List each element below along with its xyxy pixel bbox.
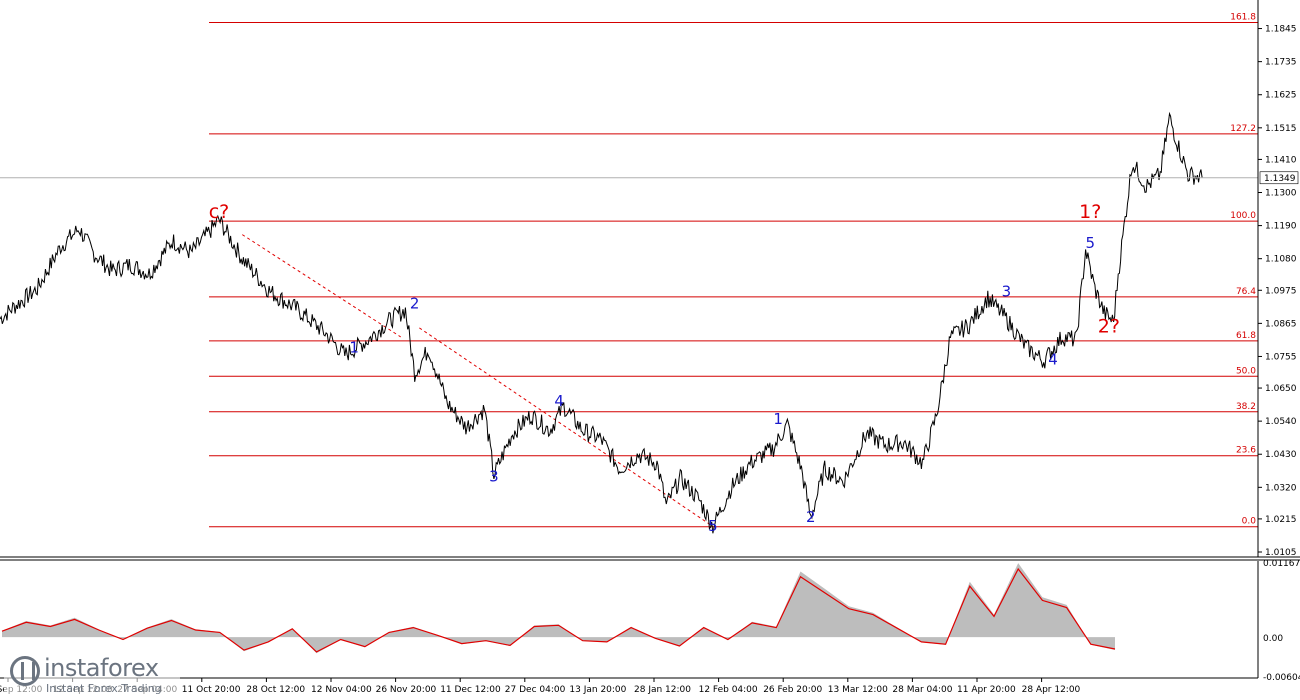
fib-label-0: 161.8 (1230, 13, 1256, 23)
price-tick-label-0: 1.1845 (1265, 25, 1297, 35)
price-tick-label-4: 1.1410 (1265, 155, 1297, 165)
wave-label-11: 1? (1079, 201, 1101, 223)
oscillator-tick-label-2: -0.00604 (1263, 673, 1300, 683)
price-tick-label-5: 1.1300 (1265, 189, 1297, 199)
price-tick-label-9: 1.0865 (1265, 319, 1297, 329)
price-tick-label-15: 1.0215 (1265, 515, 1297, 525)
price-tick-label-6: 1.1190 (1265, 222, 1297, 232)
fib-label-1: 127.2 (1230, 124, 1256, 134)
oscillator-signal-line (1, 567, 1116, 653)
instaforex-watermark: instaforex Instant Forex Trading (4, 652, 180, 696)
oscillator-histogram (2, 563, 1115, 654)
price-tick-label-10: 1.0755 (1265, 352, 1297, 362)
time-tick-label-8: 27 Dec 04:00 (505, 685, 566, 695)
price-tick-label-11: 1.0650 (1265, 384, 1297, 394)
trend-line-0 (242, 234, 401, 338)
wave-label-12: 2? (1098, 315, 1120, 337)
watermark-tagline: Instant Forex Trading (46, 682, 162, 695)
fib-label-5: 50.0 (1236, 366, 1256, 376)
price-tick-label-7: 1.1080 (1265, 255, 1297, 265)
time-tick-label-16: 28 Apr 12:00 (1022, 685, 1081, 695)
price-tick-label-14: 1.0320 (1265, 483, 1297, 493)
wave-label-1: 1 (349, 339, 359, 357)
oscillator-panel: 0.01167 0.00 -0.00604 (1, 559, 1300, 683)
fib-label-7: 23.6 (1236, 446, 1256, 456)
time-tick-label-10: 28 Jan 12:00 (634, 685, 691, 695)
current-price-tag (1259, 171, 1299, 185)
price-tick-label-13: 1.0430 (1265, 450, 1297, 460)
price-tick-label-2: 1.1625 (1265, 91, 1297, 101)
time-tick-label-3: 11 Oct 20:00 (182, 685, 241, 695)
time-tick-label-9: 13 Jan 20:00 (569, 685, 626, 695)
oscillator-tick-label-0: 0.01167 (1263, 559, 1300, 569)
time-tick-label-15: 11 Apr 20:00 (957, 685, 1016, 695)
instaforex-logo-icon (10, 656, 40, 686)
time-tick-label-13: 13 Mar 12:00 (828, 685, 888, 695)
wave-label-6: 1 (773, 410, 783, 428)
price-tick-label-16: 1.0105 (1265, 548, 1297, 558)
current-price-label: 1.1349 (1264, 174, 1296, 184)
wave-label-9: 4 (1048, 351, 1058, 369)
wave-label-2: 2 (410, 294, 420, 312)
price-line (0, 111, 1203, 534)
time-tick-label-11: 12 Feb 04:00 (699, 685, 758, 695)
wave-label-5: 5 (708, 517, 718, 535)
time-tick-label-6: 26 Nov 20:00 (376, 685, 437, 695)
wave-label-10: 5 (1085, 234, 1095, 252)
time-tick-label-14: 28 Mar 04:00 (892, 685, 952, 695)
fib-label-3: 76.4 (1236, 287, 1256, 297)
time-tick-label-7: 11 Dec 12:00 (440, 685, 501, 695)
fib-label-8: 0.0 (1242, 517, 1257, 527)
wave-label-3: 3 (489, 467, 499, 485)
time-tick-label-4: 28 Oct 12:00 (246, 685, 305, 695)
price-tick-label-1: 1.1735 (1265, 58, 1297, 68)
wave-label-4: 4 (554, 392, 564, 410)
price-tick-label-8: 1.0975 (1265, 286, 1297, 296)
watermark-name: instaforex (44, 654, 159, 682)
wave-labels: c? 1 2 3 4 5 1 2 3 4 5 1? 2? (209, 201, 1120, 535)
fib-label-4: 61.8 (1236, 331, 1256, 341)
time-tick-label-12: 26 Feb 20:00 (763, 685, 822, 695)
price-tick-label-3: 1.1515 (1265, 124, 1297, 134)
oscillator-tick-label-1: 0.00 (1263, 634, 1283, 644)
fib-label-6: 38.2 (1236, 402, 1256, 412)
wave-label-8: 3 (1002, 282, 1012, 300)
price-tick-label-12: 1.0540 (1265, 417, 1297, 427)
fib-label-2: 100.0 (1230, 211, 1256, 221)
wave-label-7: 2 (806, 508, 816, 526)
price-series (0, 111, 1258, 534)
fibonacci-levels: 161.8 127.2 100.0 76.4 61.8 50.0 38.2 23.6 0.0 (209, 13, 1258, 528)
wave-label-0: c? (209, 201, 230, 223)
time-tick-label-5: 12 Nov 04:00 (311, 685, 372, 695)
